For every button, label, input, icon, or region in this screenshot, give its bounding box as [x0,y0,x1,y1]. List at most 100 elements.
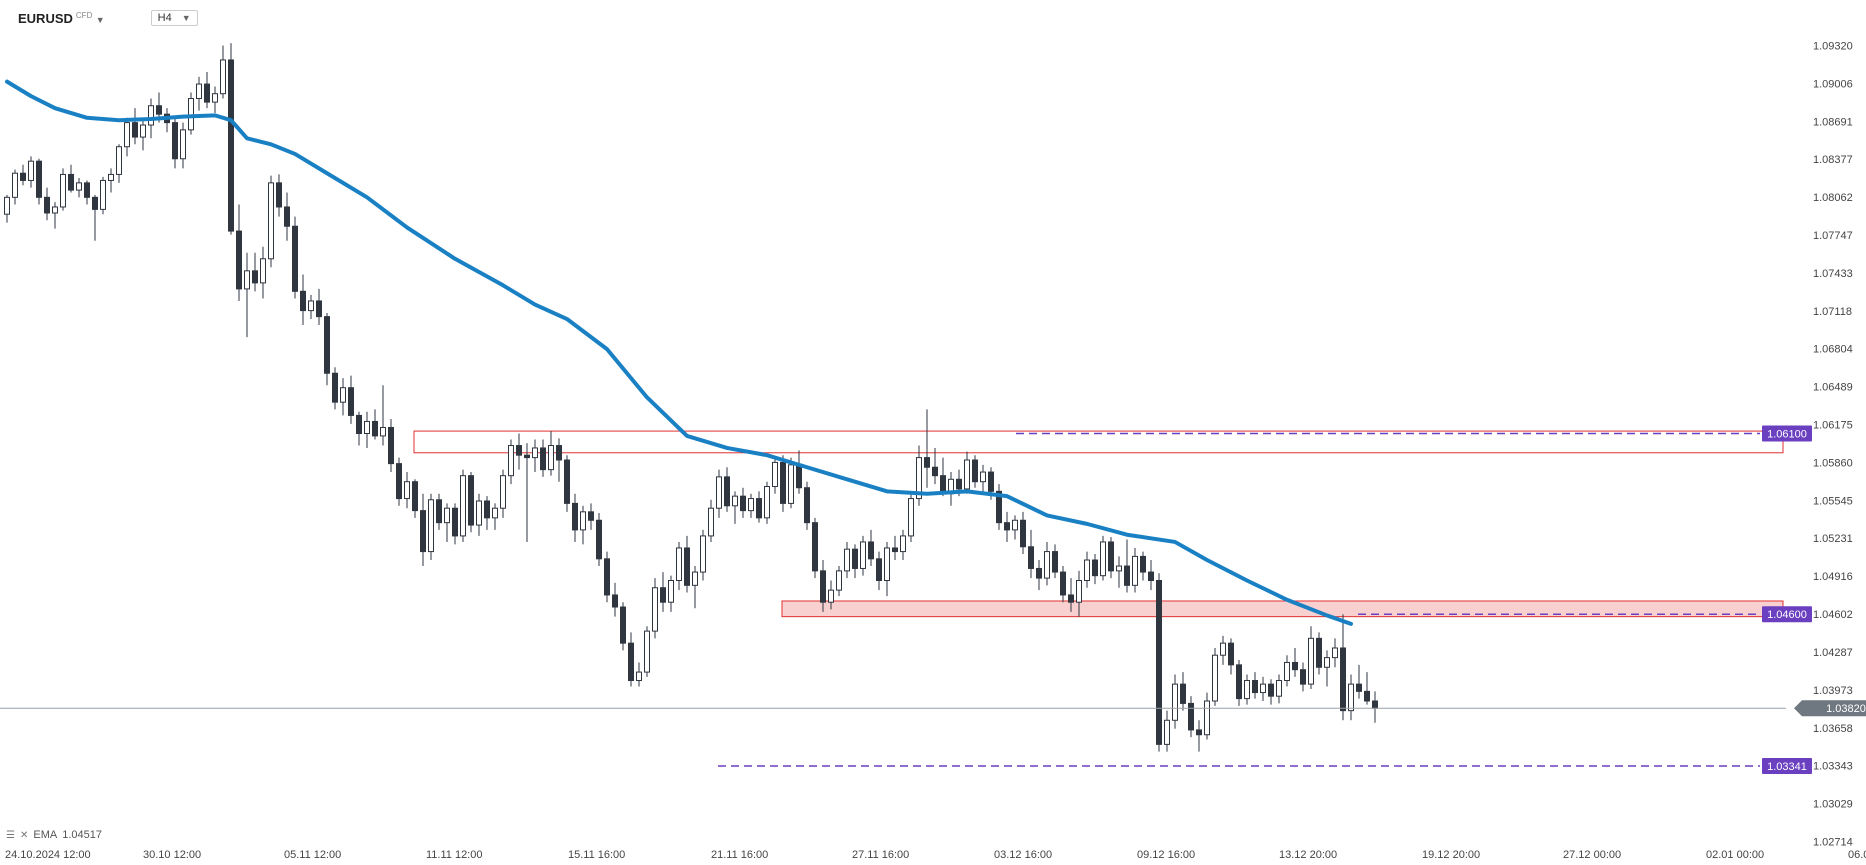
candle-up [964,459,970,490]
candle-down [612,594,618,608]
candle-down [1228,642,1234,666]
candle-up [1348,683,1354,712]
candle-down [1020,519,1026,548]
y-tick-label: 1.05860 [1813,457,1853,469]
settings-icon[interactable]: ☰ [6,829,15,841]
candle-up [676,547,682,582]
candles-layer [4,43,1378,752]
candle-up [444,507,450,524]
y-tick-label: 1.08062 [1813,192,1853,204]
candle-down [812,522,818,572]
candle-up [644,630,650,673]
candle-up [1220,642,1226,656]
candle-down [924,457,930,468]
candle-down [68,173,74,191]
candle-up [508,445,514,477]
candle-up [708,507,714,537]
candle-down [1196,729,1202,736]
candle-down [804,487,810,524]
candle-down [932,466,938,477]
candle-down [796,464,802,489]
candle-down [356,414,362,434]
x-tick-label: 09.12 16:00 [1137,849,1195,861]
close-icon[interactable]: ✕ [19,829,29,841]
candle-up [828,589,834,603]
y-tick-label: 1.06489 [1813,382,1853,394]
candle-up [548,445,554,471]
candle-down [868,541,874,560]
candle-up [1284,661,1290,682]
candle-down [988,471,994,492]
x-tick-label: 11.11 12:00 [426,849,482,861]
candle-down [1052,551,1058,573]
x-tick-label: 06.01 04:00 [1848,849,1866,861]
candle-down [1060,571,1066,596]
candle-down [620,606,626,644]
candle-down [316,300,322,318]
candle-up [1332,647,1338,659]
candle-up [1012,519,1018,531]
candle-down [564,459,570,504]
candle-up [836,570,842,591]
candle-up [1244,680,1250,700]
candle-down [1268,683,1274,697]
timeframe-label: H4 [157,12,172,24]
chevron-down-icon[interactable]: ▼ [181,13,191,23]
candle-down [228,59,234,232]
y-tick-label: 1.08377 [1813,154,1853,166]
x-tick-label: 13.12 20:00 [1279,849,1337,861]
chart-header: EURUSD CFD ▼ H4 ▼ [0,0,198,36]
candle-down [1028,546,1034,569]
candle-down [540,447,546,471]
y-tick-label: 1.04287 [1813,647,1853,659]
candle-down [516,445,522,456]
candle-up [1132,555,1138,586]
y-tick-label: 1.03029 [1813,799,1853,811]
candle-down [348,387,354,416]
candle-up [636,671,642,682]
candle-down [780,461,786,504]
candle-down [44,196,50,214]
candle-down [604,558,610,596]
candle-down [1356,683,1362,692]
candle-down [1180,683,1186,704]
candle-down [1140,555,1146,573]
chevron-down-icon[interactable]: ▼ [95,14,105,25]
y-tick-label: 1.07747 [1813,230,1853,242]
candle-up [4,196,10,215]
candle-up [1172,683,1178,721]
candle-down [1292,661,1298,671]
candle-down [852,548,858,569]
candle-up [916,457,922,500]
x-tick-label: 05.11 12:00 [284,849,341,861]
candle-down [1188,702,1194,731]
candle-down [84,182,90,198]
candle-down [332,372,338,403]
candle-up [60,173,66,208]
candle-down [172,122,178,160]
candle-down [324,316,330,374]
candle-up [188,98,194,131]
candle-down [396,463,402,500]
candle-up [748,498,754,512]
candle-down [724,476,730,507]
candle-down [436,499,442,524]
candle-up [404,481,410,500]
level-label: 1.04600 [1767,609,1807,621]
candle-up [364,420,370,434]
candle-up [716,476,722,509]
candle-down [204,83,210,103]
candle-up [532,447,538,459]
candle-down [276,182,282,208]
current-price-layer: 1.03820 [0,700,1866,717]
candle-down [756,498,762,519]
candle-up [1084,559,1090,582]
candle-up [1076,580,1082,603]
candle-down [1004,522,1010,531]
timeframe-selector[interactable]: H4 ▼ [150,10,198,26]
candle-down [892,547,898,553]
symbol-selector[interactable]: EURUSD CFD ▼ [18,11,105,26]
candle-down [20,172,26,181]
candle-down [996,490,1002,524]
